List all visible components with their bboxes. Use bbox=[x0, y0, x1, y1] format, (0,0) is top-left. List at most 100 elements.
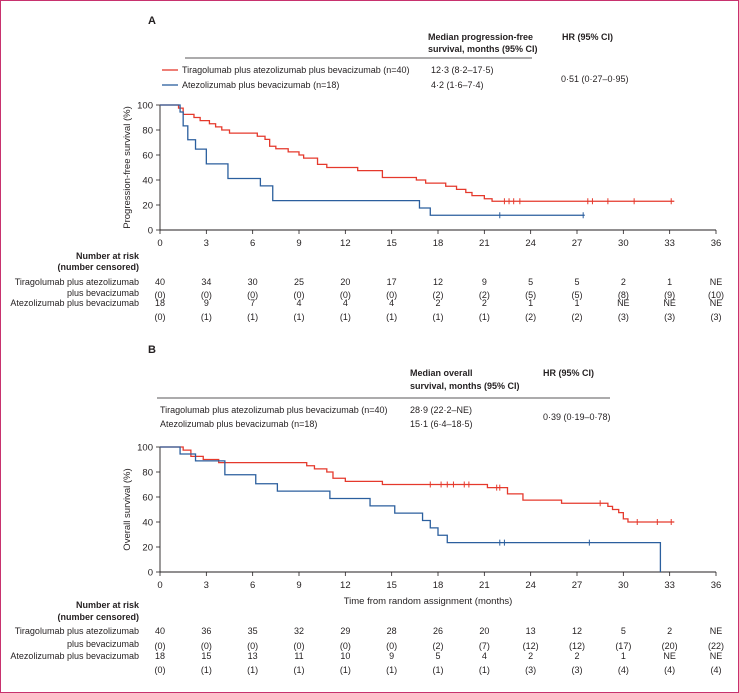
median-value: 28·9 (22·2–NE) bbox=[410, 405, 472, 415]
censored-count: (1) bbox=[340, 312, 351, 322]
median-header: Median progression-free bbox=[428, 32, 533, 42]
at-risk-count: 12 bbox=[433, 277, 443, 287]
x-tick-label: 3 bbox=[204, 580, 209, 591]
at-risk-count: 7 bbox=[250, 298, 255, 308]
legend-label: Tiragolumab plus atezolizumab plus bevac… bbox=[160, 405, 388, 415]
censored-count: (2) bbox=[572, 312, 583, 322]
risk-group-label: Atezolizumab plus bevacizumab bbox=[10, 298, 139, 308]
x-tick-label: 21 bbox=[479, 238, 490, 249]
x-tick-label: 30 bbox=[618, 238, 629, 249]
at-risk-count: 4 bbox=[343, 298, 348, 308]
censored-count: (0) bbox=[155, 665, 166, 675]
censored-count: (5) bbox=[572, 290, 583, 300]
censored-count: (1) bbox=[479, 312, 490, 322]
legend-label: Atezolizumab plus bevacizumab (n=18) bbox=[160, 419, 317, 429]
at-risk-count: NE bbox=[710, 277, 723, 287]
km-curve bbox=[160, 446, 662, 572]
at-risk-count: 30 bbox=[248, 277, 258, 287]
censored-count: (1) bbox=[386, 665, 397, 675]
censored-count: (0) bbox=[201, 641, 212, 651]
x-tick-label: 9 bbox=[296, 238, 301, 249]
at-risk-count: 11 bbox=[294, 651, 303, 661]
at-risk-count: 35 bbox=[248, 626, 258, 636]
at-risk-count: 5 bbox=[528, 277, 533, 287]
censored-count: (2) bbox=[433, 290, 444, 300]
y-tick-label: 40 bbox=[142, 518, 153, 529]
at-risk-count: 29 bbox=[340, 626, 350, 636]
censored-count: (12) bbox=[523, 641, 539, 651]
at-risk-count: 2 bbox=[621, 277, 626, 287]
at-risk-count: 20 bbox=[340, 277, 350, 287]
at-risk-count: 12 bbox=[572, 626, 582, 636]
risk-heading: (number censored) bbox=[57, 612, 139, 622]
y-tick-label: 60 bbox=[142, 151, 153, 162]
y-tick-label: 60 bbox=[142, 493, 153, 504]
censored-count: (10) bbox=[708, 290, 724, 300]
censored-count: (0) bbox=[247, 290, 258, 300]
y-tick-label: 0 bbox=[148, 226, 153, 237]
x-tick-label: 24 bbox=[525, 580, 536, 591]
legend-label: Atezolizumab plus bevacizumab (n=18) bbox=[182, 80, 339, 90]
at-risk-count: 5 bbox=[435, 651, 440, 661]
x-tick-label: 15 bbox=[386, 238, 397, 249]
median-header: Median overall bbox=[410, 368, 473, 378]
censored-count: (5) bbox=[525, 290, 536, 300]
censored-count: (3) bbox=[711, 312, 722, 322]
y-tick-label: 20 bbox=[142, 543, 153, 554]
at-risk-count: NE bbox=[663, 651, 676, 661]
hr-value: 0·39 (0·19–0·78) bbox=[543, 412, 611, 422]
at-risk-count: 9 bbox=[389, 651, 394, 661]
at-risk-count: 10 bbox=[340, 651, 350, 661]
censored-count: (12) bbox=[569, 641, 585, 651]
x-tick-label: 24 bbox=[525, 238, 536, 249]
at-risk-count: 34 bbox=[201, 277, 211, 287]
at-risk-count: 28 bbox=[387, 626, 397, 636]
y-tick-label: 100 bbox=[137, 101, 153, 112]
censored-count: (1) bbox=[433, 665, 444, 675]
at-risk-count: 1 bbox=[528, 298, 533, 308]
at-risk-count: 1 bbox=[574, 298, 579, 308]
at-risk-count: 13 bbox=[248, 651, 258, 661]
at-risk-count: 26 bbox=[433, 626, 443, 636]
at-risk-count: 4 bbox=[296, 298, 301, 308]
censored-count: (2) bbox=[479, 290, 490, 300]
x-tick-label: 12 bbox=[340, 238, 351, 249]
at-risk-count: 1 bbox=[667, 277, 672, 287]
censored-count: (0) bbox=[201, 290, 212, 300]
censored-count: (1) bbox=[340, 665, 351, 675]
at-risk-count: NE bbox=[663, 298, 676, 308]
x-tick-label: 6 bbox=[250, 238, 255, 249]
at-risk-count: 20 bbox=[479, 626, 489, 636]
censored-count: (3) bbox=[618, 312, 629, 322]
at-risk-count: 9 bbox=[482, 277, 487, 287]
at-risk-count: 18 bbox=[155, 651, 165, 661]
x-tick-label: 9 bbox=[296, 580, 301, 591]
risk-group-label: Tiragolumab plus atezolizumab bbox=[15, 626, 139, 636]
at-risk-count: 2 bbox=[482, 298, 487, 308]
risk-group-label: Atezolizumab plus bevacizumab bbox=[10, 651, 139, 661]
km-curve bbox=[160, 104, 675, 202]
at-risk-count: 36 bbox=[201, 626, 211, 636]
censored-count: (4) bbox=[618, 665, 629, 675]
censored-count: (9) bbox=[664, 290, 675, 300]
at-risk-count: 5 bbox=[621, 626, 626, 636]
at-risk-count: NE bbox=[710, 298, 723, 308]
y-axis-label: Progression-free survival (%) bbox=[122, 106, 133, 228]
at-risk-count: 2 bbox=[574, 651, 579, 661]
censored-count: (22) bbox=[708, 641, 724, 651]
y-tick-label: 40 bbox=[142, 176, 153, 187]
risk-group-label: plus bevacizumab bbox=[67, 639, 139, 649]
y-tick-label: 80 bbox=[142, 468, 153, 479]
hr-header: HR (95% CI) bbox=[543, 368, 594, 378]
risk-group-label: Tiragolumab plus atezolizumab bbox=[15, 277, 139, 287]
x-tick-label: 0 bbox=[157, 580, 162, 591]
x-tick-label: 33 bbox=[664, 238, 675, 249]
censored-count: (1) bbox=[294, 312, 305, 322]
x-tick-label: 18 bbox=[433, 238, 444, 249]
risk-heading: Number at risk bbox=[76, 600, 140, 610]
km-curve bbox=[160, 446, 675, 523]
x-tick-label: 0 bbox=[157, 238, 162, 249]
at-risk-count: 5 bbox=[574, 277, 579, 287]
censored-count: (0) bbox=[155, 641, 166, 651]
risk-heading: Number at risk bbox=[76, 251, 140, 261]
